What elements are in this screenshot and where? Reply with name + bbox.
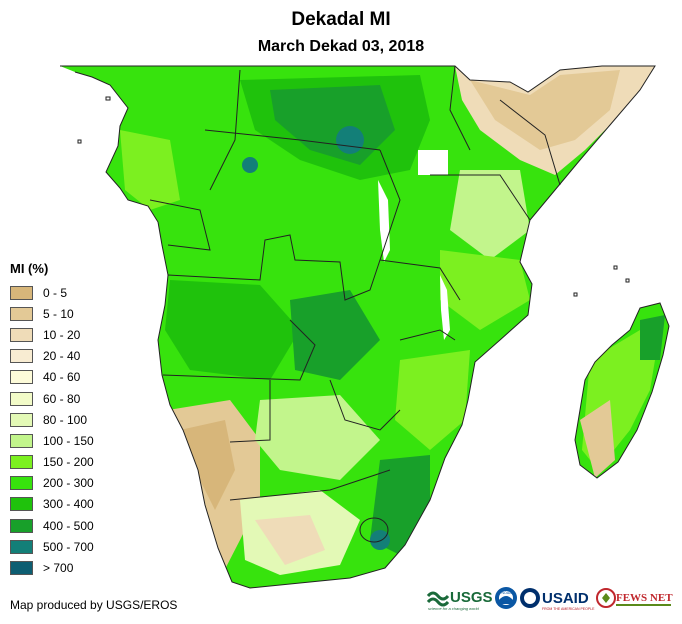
legend-label: 60 - 80 (43, 391, 81, 406)
legend-swatch (10, 370, 33, 385)
legend-label: 5 - 10 (43, 306, 74, 321)
legend-swatch (10, 518, 33, 533)
legend: MI (%) 0 - 5 5 - 10 10 - 20 20 - 40 40 -… (10, 261, 94, 579)
legend-item: 5 - 10 (10, 303, 94, 324)
legend-swatch (10, 349, 33, 364)
legend-swatch (10, 306, 33, 321)
partner-logos: USGS science for a changing world NOAA U… (426, 587, 673, 611)
legend-item: 60 - 80 (10, 388, 94, 409)
legend-item: 100 - 150 (10, 430, 94, 451)
legend-label: > 700 (43, 561, 74, 576)
legend-label: 20 - 40 (43, 349, 81, 364)
legend-label: 100 - 150 (43, 433, 94, 448)
legend-label: 40 - 60 (43, 370, 81, 385)
legend-swatch (10, 285, 33, 300)
fewsnet-logo: FEWS NET (596, 588, 673, 608)
legend-item: 500 - 700 (10, 536, 94, 557)
legend-swatch (10, 412, 33, 427)
legend-item: 150 - 200 (10, 452, 94, 473)
legend-label: 500 - 700 (43, 539, 94, 554)
noaa-logo: NOAA (495, 587, 517, 609)
legend-item: 300 - 400 (10, 494, 94, 515)
legend-item: > 700 (10, 557, 94, 578)
usgs-label: USGS (450, 589, 493, 606)
legend-item: 0 - 5 (10, 282, 94, 303)
usgs-tagline: science for a changing world (428, 606, 479, 611)
legend-label: 10 - 20 (43, 327, 81, 342)
legend-swatch (10, 455, 33, 470)
map-title: Dekadal MI (291, 9, 391, 30)
legend-swatch (10, 433, 33, 448)
legend-item: 40 - 60 (10, 367, 94, 388)
legend-label: 150 - 200 (43, 455, 94, 470)
vegetation-raster (60, 66, 669, 588)
legend-swatch (10, 327, 33, 342)
legend-item: 400 - 500 (10, 515, 94, 536)
legend-item: 200 - 300 (10, 473, 94, 494)
legend-swatch (10, 561, 33, 576)
legend-label: 200 - 300 (43, 476, 94, 491)
legend-swatch (10, 497, 33, 512)
legend-swatch (10, 539, 33, 554)
lake-tanganyika (378, 180, 390, 262)
usgs-logo: USGS science for a changing world (426, 589, 493, 611)
legend-swatch (10, 476, 33, 491)
usaid-logo: USAID FROM THE AMERICAN PEOPLE (520, 588, 595, 611)
legend-label: 80 - 100 (43, 412, 88, 427)
legend-title: MI (%) (10, 261, 49, 276)
noaa-label: NOAA (502, 591, 513, 595)
legend-label: 0 - 5 (43, 285, 68, 300)
usaid-label: USAID (542, 590, 589, 607)
islands (77, 96, 630, 297)
legend-label: 300 - 400 (43, 497, 94, 512)
lake-malawi (440, 275, 450, 340)
fewsnet-label: FEWS NET (616, 592, 673, 604)
map-subtitle: March Dekad 03, 2018 (257, 38, 425, 55)
usaid-tagline: FROM THE AMERICAN PEOPLE (542, 607, 595, 611)
legend-item: 10 - 20 (10, 324, 94, 345)
legend-swatch (10, 391, 33, 406)
country-borders (60, 65, 670, 589)
legend-label: 400 - 500 (43, 518, 94, 533)
legend-item: 80 - 100 (10, 409, 94, 430)
map-credit: Map produced by USGS/EROS (10, 598, 178, 612)
legend-item: 20 - 40 (10, 346, 94, 367)
